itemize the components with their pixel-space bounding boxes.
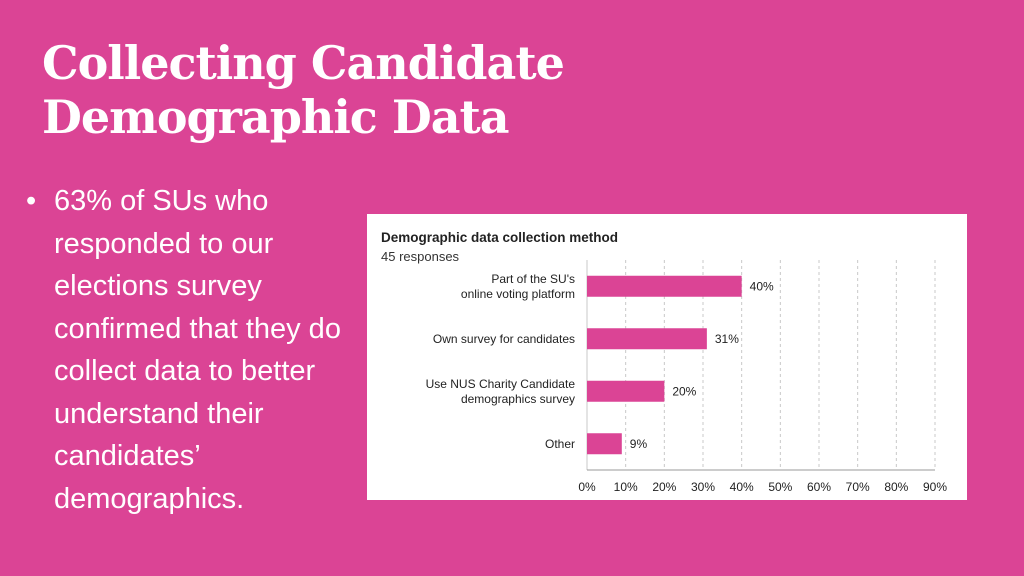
x-tick-label: 70%	[846, 480, 870, 494]
category-label: Part of the SU's	[491, 272, 575, 286]
x-tick-label: 10%	[614, 480, 638, 494]
bar	[587, 380, 665, 402]
category-label: online voting platform	[461, 287, 575, 301]
category-label: Use NUS Charity Candidate	[426, 377, 576, 391]
x-tick-label: 50%	[768, 480, 792, 494]
bullet-item: • 63% of SUs who responded to our electi…	[26, 180, 356, 520]
slide-title: Collecting Candidate Demographic Data	[42, 36, 565, 144]
x-tick-label: 90%	[923, 480, 947, 494]
x-tick-label: 60%	[807, 480, 831, 494]
bar	[587, 275, 742, 297]
bar-chart: 0% 10% 20% 30% 40% 50% 60% 70% 80% 90% 40% Part of …	[426, 260, 947, 494]
x-tick-label: 20%	[652, 480, 676, 494]
bar-value-label: 9%	[630, 437, 648, 451]
bar	[587, 433, 622, 455]
bullet-dot: •	[26, 185, 37, 217]
x-tick-label: 40%	[730, 480, 754, 494]
bar	[587, 328, 707, 350]
bar-value-label: 31%	[715, 332, 739, 346]
x-tick-label: 80%	[884, 480, 908, 494]
bullet-list: • 63% of SUs who responded to our electi…	[26, 180, 356, 520]
bar-value-label: 40%	[750, 279, 774, 293]
category-label: Other	[545, 437, 575, 451]
chart-subtitle: 45 responses	[381, 249, 460, 264]
bar-value-label: 20%	[672, 384, 696, 398]
chart-card: Demographic data collection method 45 re…	[367, 214, 967, 500]
x-tick-label: 0%	[578, 480, 596, 494]
chart-title: Demographic data collection method	[381, 230, 619, 245]
bullet-text: 63% of SUs who responded to our election…	[54, 185, 341, 515]
category-label: Own survey for candidates	[433, 332, 575, 346]
x-tick-label: 30%	[691, 480, 715, 494]
category-label: demographics survey	[461, 392, 575, 406]
